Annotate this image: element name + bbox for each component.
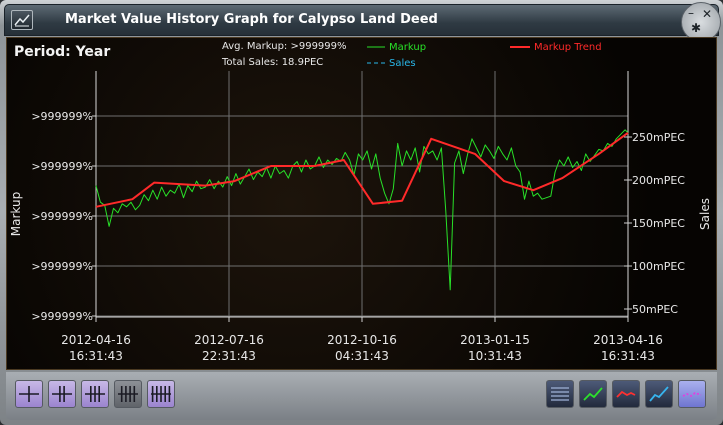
close-icon[interactable]: ✕	[702, 7, 713, 21]
x-tick-label-time: 04:31:43	[335, 349, 389, 363]
five-division-icon	[151, 386, 171, 402]
x-tick-label-time: 16:31:43	[69, 349, 123, 363]
x-tick-label-time: 10:31:43	[468, 349, 522, 363]
minimize-icon[interactable]: –	[688, 6, 694, 20]
x-tick-label-date: 2013-01-15	[460, 333, 530, 347]
blue-line-icon	[649, 386, 669, 402]
dotted-line-icon	[682, 391, 702, 398]
period-5-button[interactable]	[147, 380, 175, 408]
y2-tick-label: 250mPEC	[632, 131, 685, 144]
period-3-button[interactable]	[81, 380, 109, 408]
pin-icon[interactable]: ✱	[691, 21, 702, 35]
y-tick-label: >999999%	[31, 210, 93, 223]
legend-trend-label: Markup Trend	[534, 42, 602, 53]
y-tick-label: >999999%	[31, 310, 93, 323]
period-4-button[interactable]	[114, 380, 142, 408]
y-axis-title: Markup	[9, 192, 23, 236]
markup-toggle-button[interactable]	[579, 380, 607, 408]
y2-tick-label: 200mPEC	[632, 174, 685, 187]
chart-app-icon	[11, 10, 33, 30]
legend-sales-label: Sales	[389, 58, 416, 69]
grid-toggle-button[interactable]	[546, 380, 574, 408]
x-tick-label-time: 16:31:43	[601, 349, 655, 363]
period-label: Period: Year	[14, 44, 111, 60]
red-line-icon	[616, 390, 636, 398]
y2-tick-label: 150mPEC	[632, 217, 685, 230]
y-tick-label: >999999%	[31, 160, 93, 173]
avg-markup-label: Avg. Markup: >999999%	[222, 41, 347, 52]
graph-panel: Period: Year Avg. Markup: >999999% Total…	[6, 37, 717, 370]
window-title: Market Value History Graph for Calypso L…	[65, 12, 438, 27]
history-chart: 2012-04-16 16:31:43 2012-07-16 22:31:43 2012…	[9, 42, 712, 363]
legend-markup-label: Markup	[389, 42, 426, 53]
y2-tick-label: 100mPEC	[632, 260, 685, 273]
y2-tick-label: 50mPEC	[632, 303, 678, 316]
four-division-icon	[118, 386, 138, 402]
total-sales-label: Total Sales: 18.9PEC	[222, 57, 324, 68]
sales-dots-toggle-button[interactable]	[678, 380, 706, 408]
period-1-button[interactable]	[15, 380, 43, 408]
series-line-markup-trend	[95, 131, 629, 208]
period-2-button[interactable]	[48, 380, 76, 408]
bottom-toolbar	[6, 372, 717, 420]
window-controls: – ✕ ✱	[681, 2, 721, 42]
list-grid-icon	[551, 387, 569, 401]
two-division-icon	[52, 386, 72, 402]
chart-glyph-icon	[14, 14, 30, 27]
y-tick-label: >999999%	[31, 260, 93, 273]
one-division-icon	[19, 386, 39, 402]
y2-axis-title: Sales	[698, 198, 712, 230]
trend-toggle-button[interactable]	[612, 380, 640, 408]
x-tick-label-date: 2012-10-16	[327, 333, 397, 347]
y-tick-label: >999999%	[31, 110, 93, 123]
sales-toggle-button[interactable]	[645, 380, 673, 408]
series-line-markup	[95, 129, 629, 291]
x-tick-label-time: 22:31:43	[202, 349, 256, 363]
x-tick-label-date: 2012-07-16	[194, 333, 264, 347]
x-tick-label-date: 2013-04-16	[593, 333, 663, 347]
title-bar[interactable]: Market Value History Graph for Calypso L…	[4, 4, 719, 36]
three-division-icon	[85, 386, 105, 402]
green-line-icon	[583, 387, 603, 401]
x-tick-label-date: 2012-04-16	[61, 333, 131, 347]
